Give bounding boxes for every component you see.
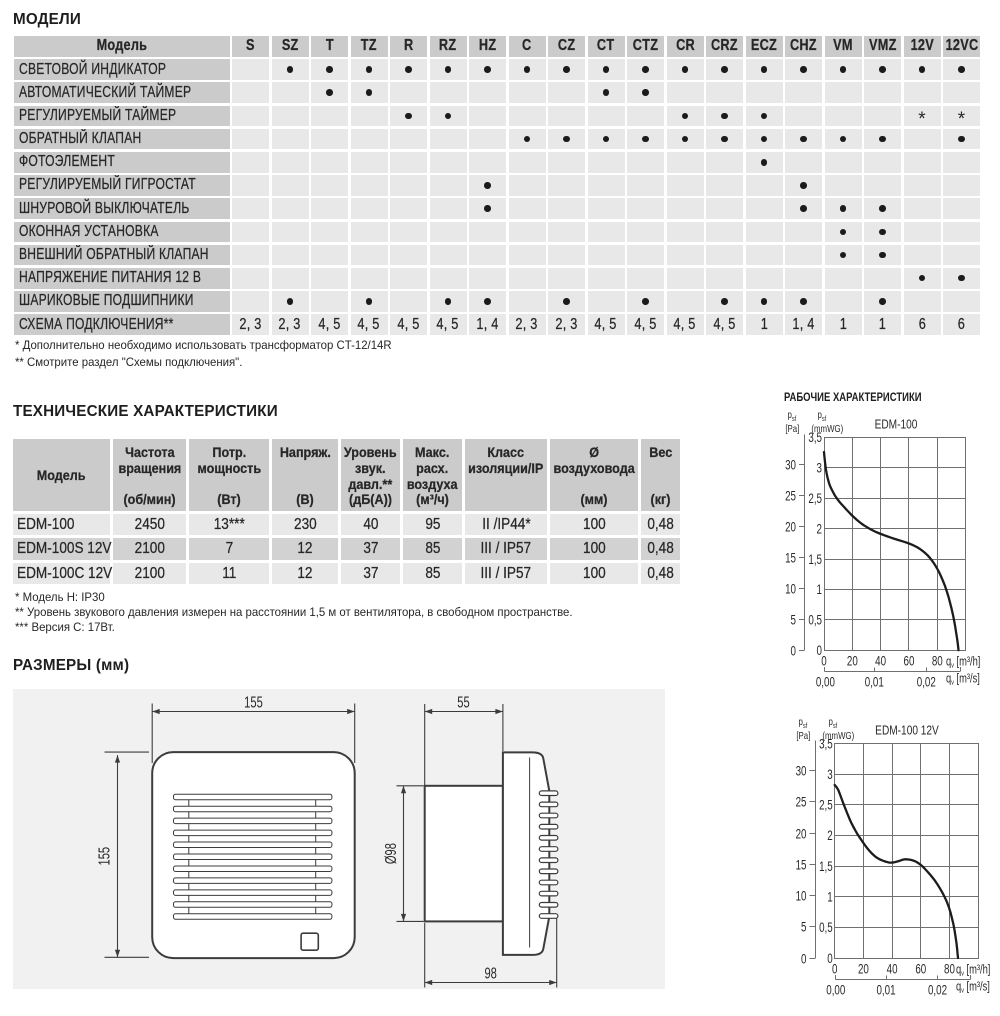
svg-text:5: 5 (791, 612, 797, 628)
svg-text:0,02: 0,02 (928, 982, 947, 998)
svg-text:2,5: 2,5 (819, 797, 833, 813)
svg-text:20: 20 (847, 653, 858, 669)
svg-text:0: 0 (801, 951, 807, 967)
svg-text:3: 3 (827, 766, 833, 782)
svg-text:2: 2 (817, 521, 823, 537)
svg-text:1,5: 1,5 (808, 551, 822, 567)
svg-text:3,5: 3,5 (808, 429, 822, 445)
svg-text:1,5: 1,5 (819, 858, 833, 874)
svg-text:10: 10 (796, 888, 807, 904)
svg-text:20: 20 (796, 826, 807, 842)
svg-text:0,00: 0,00 (816, 674, 835, 690)
svg-text:5: 5 (801, 919, 807, 935)
svg-text:30: 30 (785, 457, 796, 473)
svg-text:EDM-100 12V: EDM-100 12V (875, 723, 939, 737)
svg-text:40: 40 (875, 653, 886, 669)
svg-text:0,01: 0,01 (865, 674, 884, 690)
svg-text:qv [m³/s]: qv [m³/s] (956, 980, 990, 995)
svg-text:qv [m³/s]: qv [m³/s] (946, 672, 980, 687)
svg-text:3,5: 3,5 (819, 736, 833, 752)
svg-text:15: 15 (785, 550, 796, 566)
svg-text:80: 80 (932, 653, 943, 669)
svg-text:0: 0 (791, 643, 797, 659)
svg-text:3: 3 (817, 460, 823, 476)
svg-text:25: 25 (796, 794, 807, 810)
svg-text:0,00: 0,00 (826, 982, 845, 998)
svg-text:qv [m³/h]: qv [m³/h] (956, 963, 990, 978)
svg-text:2,5: 2,5 (808, 490, 822, 506)
svg-text:0,01: 0,01 (876, 982, 895, 998)
svg-text:20: 20 (785, 519, 796, 535)
svg-text:1: 1 (817, 581, 823, 597)
svg-text:55: 55 (457, 694, 469, 711)
svg-text:155: 155 (244, 694, 263, 711)
svg-text:15: 15 (796, 857, 807, 873)
svg-text:20: 20 (858, 961, 869, 977)
svg-text:98: 98 (484, 965, 496, 982)
svg-text:0,5: 0,5 (819, 919, 833, 935)
svg-text:30: 30 (796, 763, 807, 779)
svg-text:0,02: 0,02 (917, 674, 936, 690)
svg-text:0: 0 (821, 653, 827, 669)
svg-text:1: 1 (827, 889, 833, 905)
svg-text:155: 155 (96, 847, 113, 866)
svg-text:Ø98: Ø98 (382, 843, 399, 864)
svg-text:2: 2 (827, 827, 833, 843)
svg-text:25: 25 (785, 488, 796, 504)
svg-text:60: 60 (915, 961, 926, 977)
svg-text:60: 60 (904, 653, 915, 669)
svg-text:0: 0 (827, 950, 833, 966)
svg-text:0: 0 (832, 961, 838, 977)
svg-text:EDM-100: EDM-100 (875, 417, 918, 431)
svg-text:40: 40 (887, 961, 898, 977)
svg-text:80: 80 (944, 961, 955, 977)
svg-text:10: 10 (785, 581, 796, 597)
svg-text:qv [m³/h]: qv [m³/h] (946, 655, 980, 670)
svg-text:0: 0 (817, 642, 823, 658)
svg-text:0,5: 0,5 (808, 612, 822, 628)
